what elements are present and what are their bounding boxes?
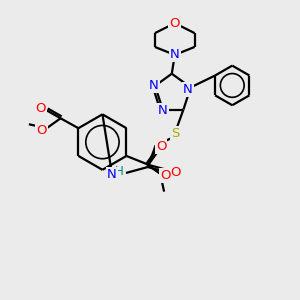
Text: O: O (156, 140, 166, 152)
Text: O: O (37, 124, 47, 137)
Text: N: N (158, 104, 168, 117)
Text: N: N (170, 48, 180, 62)
Text: N: N (149, 79, 159, 92)
Text: O: O (35, 102, 46, 115)
Text: N: N (107, 168, 117, 182)
Text: O: O (169, 17, 180, 30)
Text: N: N (183, 83, 193, 96)
Text: O: O (170, 167, 181, 179)
Text: S: S (171, 127, 180, 140)
Text: H: H (115, 166, 123, 178)
Text: O: O (160, 169, 170, 182)
